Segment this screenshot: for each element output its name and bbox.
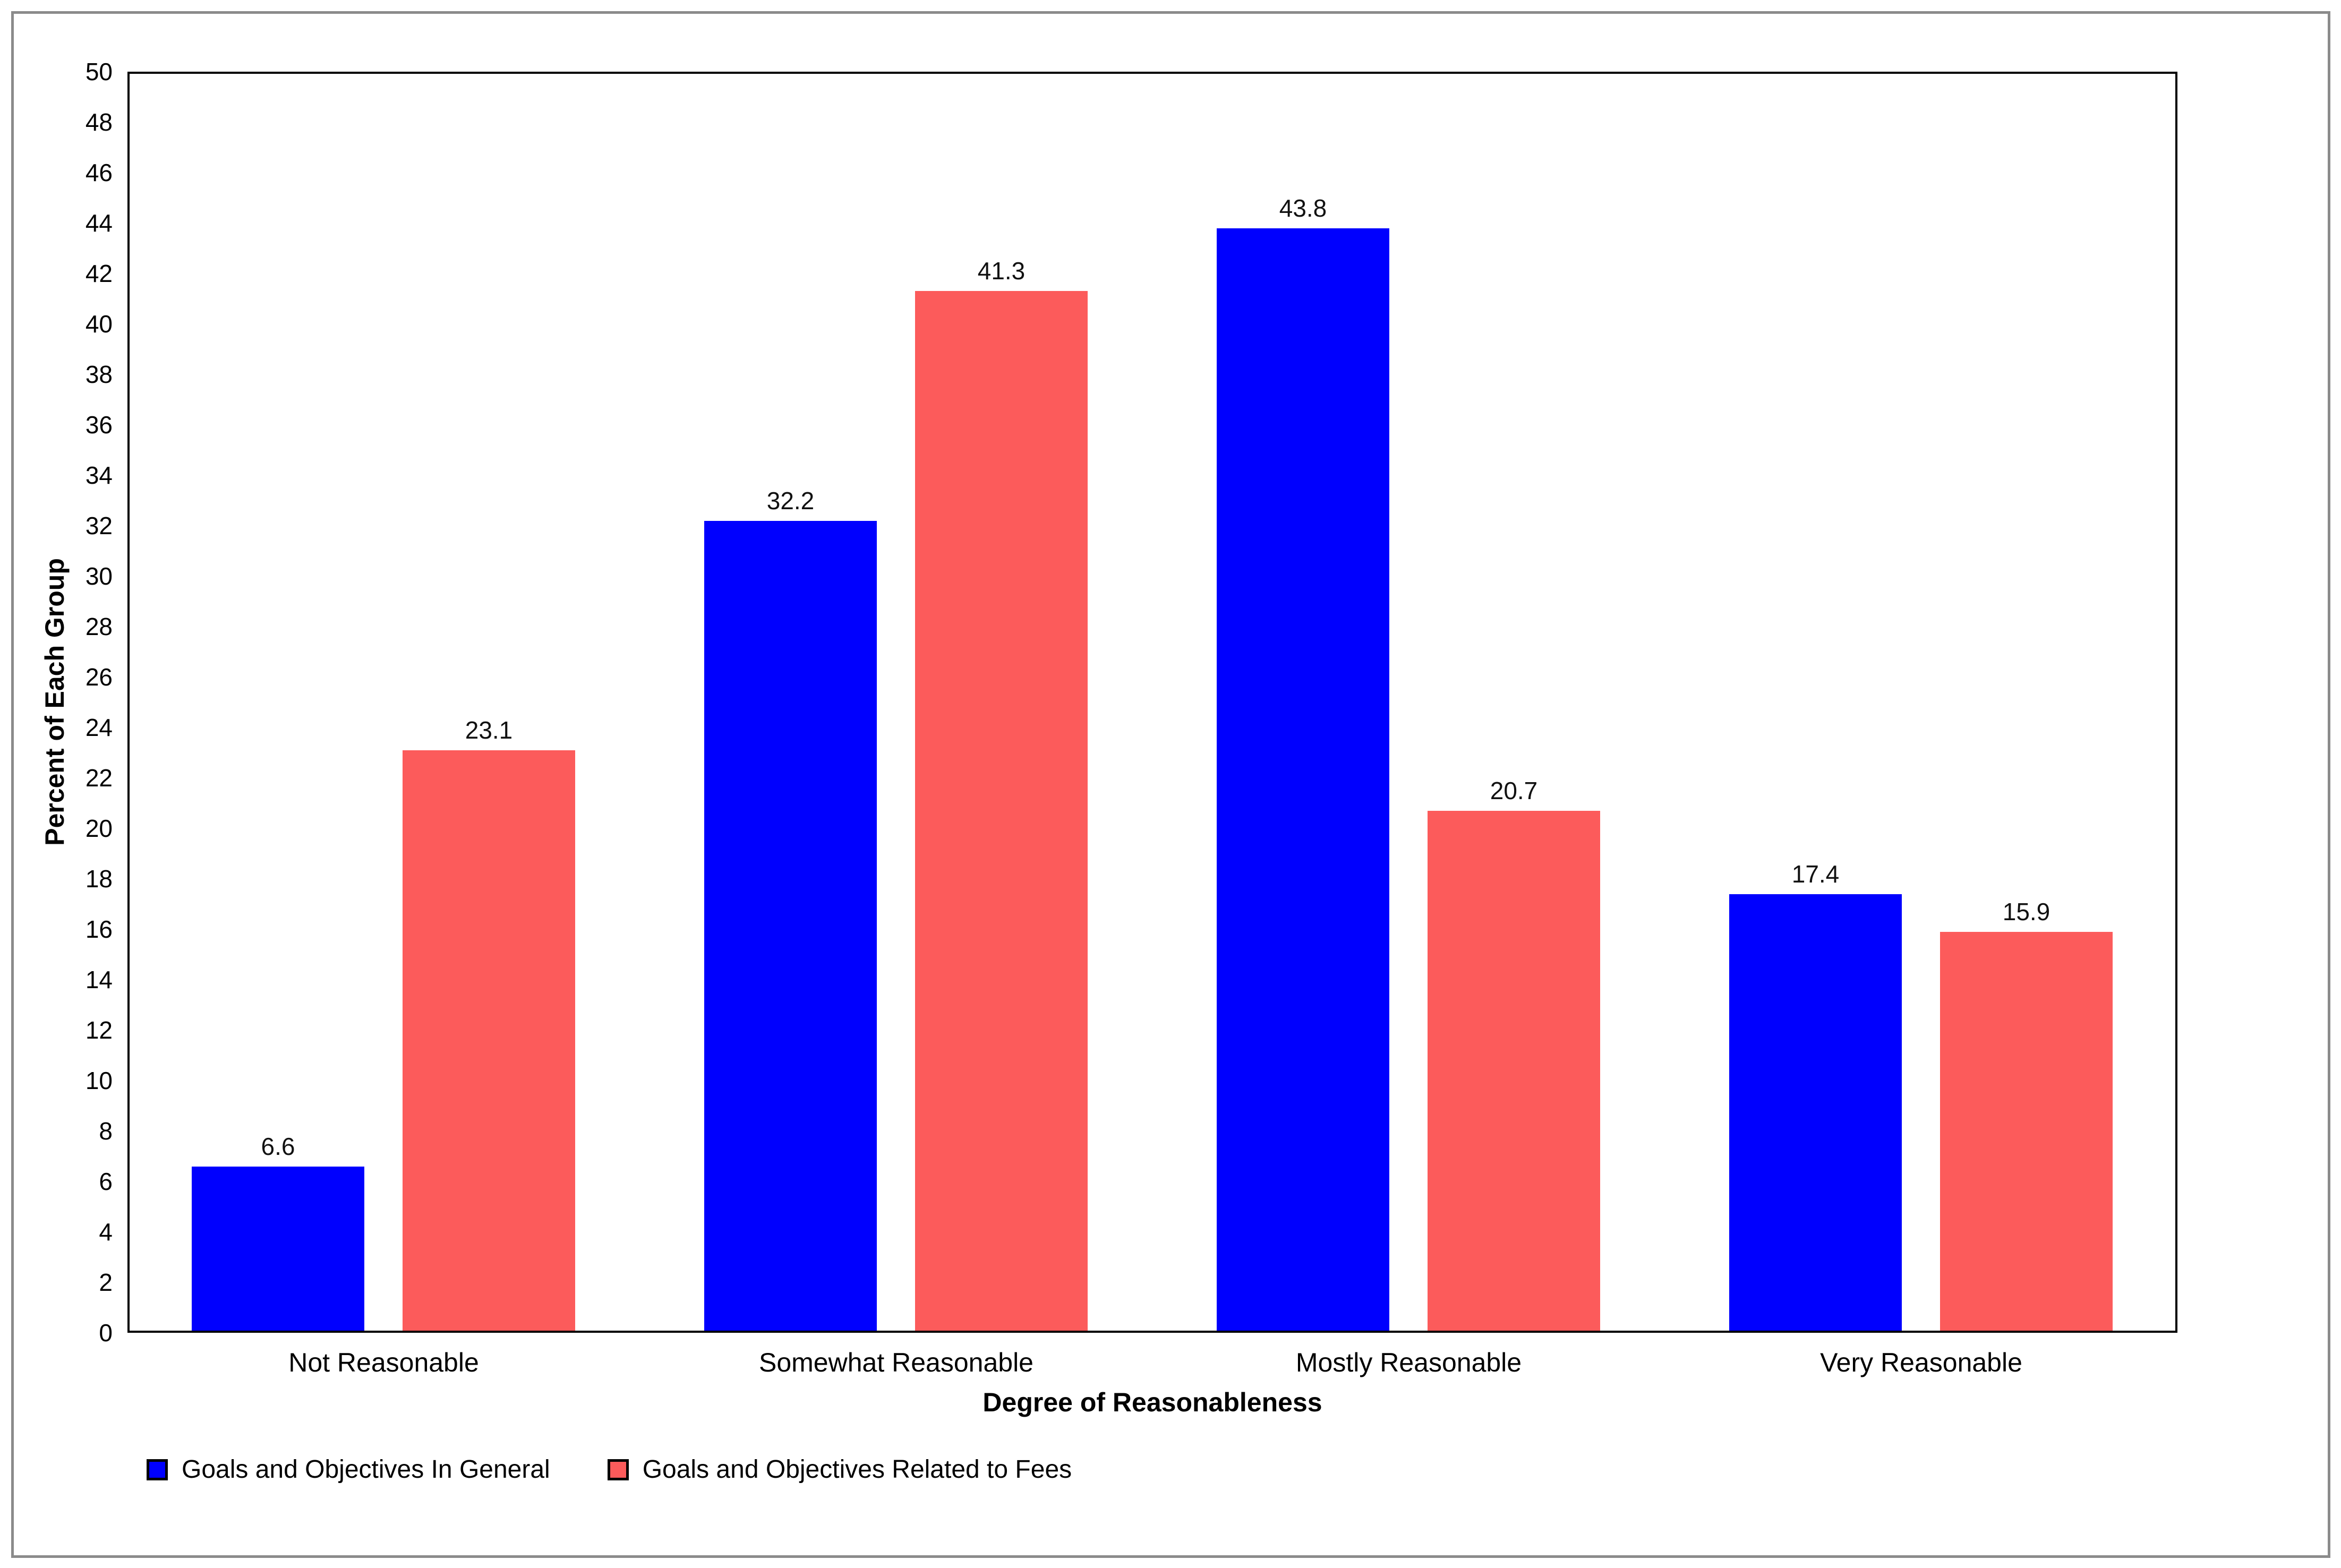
bar-goals-and-objectives-in-general-very-reasonable <box>1729 894 1902 1333</box>
y-tick-label-50: 50 <box>85 58 113 85</box>
y-tick-label-26: 26 <box>85 663 113 691</box>
y-axis-title: Percent of Each Group <box>40 558 70 846</box>
x-category-label-not-reasonable: Not Reasonable <box>288 1348 479 1377</box>
y-tick-label-46: 46 <box>85 159 113 186</box>
y-tick-label-28: 28 <box>85 613 113 640</box>
bar-goals-and-objectives-related-to-fees-mostly-reasonable <box>1428 810 1600 1333</box>
bar-value-label: 17.4 <box>1791 860 1840 888</box>
bar-goals-and-objectives-in-general-mostly-reasonable <box>1217 228 1389 1333</box>
x-category-label-somewhat-reasonable: Somewhat Reasonable <box>759 1348 1033 1377</box>
y-tick-label-20: 20 <box>85 815 113 842</box>
bar-goals-and-objectives-in-general-not-reasonable <box>192 1166 364 1333</box>
y-tick-label-22: 22 <box>85 764 113 792</box>
bar-goals-and-objectives-related-to-fees-somewhat-reasonable <box>915 291 1088 1333</box>
y-tick-label-24: 24 <box>85 714 113 741</box>
y-tick-label-40: 40 <box>85 310 113 338</box>
y-tick-label-30: 30 <box>85 562 113 590</box>
y-tick-label-10: 10 <box>85 1067 113 1094</box>
legend: Goals and Objectives In General Goals and… <box>147 1455 1072 1484</box>
x-axis-title: Degree of Reasonableness <box>982 1387 1322 1417</box>
y-tick-label-42: 42 <box>85 260 113 287</box>
y-tick-label-18: 18 <box>85 865 113 893</box>
y-tick-label-32: 32 <box>85 512 113 539</box>
bar-value-label: 15.9 <box>2002 897 2050 926</box>
y-tick-label-36: 36 <box>85 411 113 439</box>
bar-value-label: 41.3 <box>977 257 1026 285</box>
y-tick-label-44: 44 <box>85 209 113 237</box>
x-category-label-mostly-reasonable: Mostly Reasonable <box>1295 1348 1522 1377</box>
bar-goals-and-objectives-in-general-somewhat-reasonable <box>704 520 877 1333</box>
y-tick-label-2: 2 <box>99 1269 113 1296</box>
bar-value-label: 43.8 <box>1279 194 1327 222</box>
y-tick-label-16: 16 <box>85 915 113 943</box>
legend-item-goals-and-objectives-in-general: Goals and Objectives In General <box>147 1455 550 1484</box>
y-tick-label-48: 48 <box>85 108 113 136</box>
legend-item-goals-and-objectives-related-to-fees: Goals and Objectives Related to Fees <box>607 1455 1072 1484</box>
y-tick-label-38: 38 <box>85 361 113 388</box>
legend-swatch-icon <box>147 1459 168 1480</box>
legend-label: Goals and Objectives In General <box>182 1455 550 1484</box>
x-category-label-very-reasonable: Very Reasonable <box>1820 1348 2022 1377</box>
bar-value-label: 23.1 <box>465 716 513 744</box>
y-tick-label-0: 0 <box>99 1319 113 1347</box>
legend-label: Goals and Objectives Related to Fees <box>642 1455 1072 1484</box>
bar-goals-and-objectives-related-to-fees-not-reasonable <box>403 750 575 1333</box>
y-tick-label-14: 14 <box>85 966 113 993</box>
y-tick-label-4: 4 <box>99 1218 113 1246</box>
y-tick-label-34: 34 <box>85 461 113 489</box>
y-tick-label-12: 12 <box>85 1016 113 1044</box>
y-tick-label-6: 6 <box>99 1168 113 1195</box>
bar-value-label: 20.7 <box>1490 776 1538 804</box>
bar-value-label: 32.2 <box>766 486 815 515</box>
legend-swatch-icon <box>607 1459 629 1480</box>
bar-goals-and-objectives-related-to-fees-very-reasonable <box>1940 931 2113 1333</box>
bar-value-label: 6.6 <box>261 1132 295 1160</box>
y-tick-label-8: 8 <box>99 1117 113 1145</box>
